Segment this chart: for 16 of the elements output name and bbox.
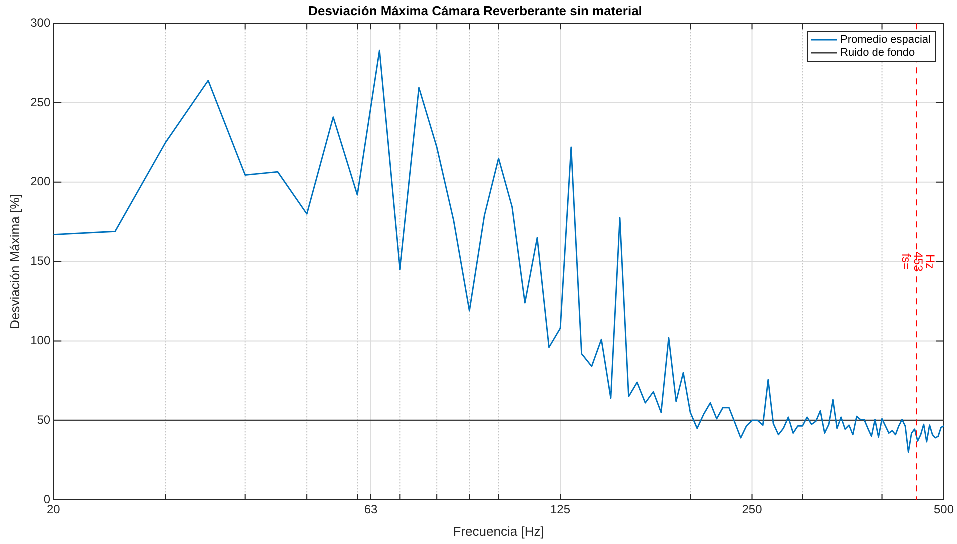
legend-label: Promedio espacial xyxy=(840,34,931,46)
x-tick-label: 125 xyxy=(550,502,571,517)
ref-line-label: fs= 453 Hz xyxy=(899,252,938,272)
y-tick-label: 150 xyxy=(30,254,51,268)
legend-label: Ruido de fondo xyxy=(840,47,916,60)
y-tick-label: 200 xyxy=(30,174,51,189)
chart-title: Desviación Máxima Cámara Reverberante sin material xyxy=(308,3,642,18)
y-axis-title: Desviación Máxima [%] xyxy=(7,194,22,330)
x-tick-label: 250 xyxy=(742,502,763,517)
x-axis-title: Frecuencia [Hz] xyxy=(453,524,544,539)
y-tick-label: 50 xyxy=(37,412,51,427)
x-tick-label: 63 xyxy=(364,502,378,517)
x-tick-label: 500 xyxy=(934,502,954,517)
y-tick-label: 100 xyxy=(30,334,51,348)
y-tick-label: 250 xyxy=(30,95,51,110)
y-tick-label: 300 xyxy=(30,16,51,30)
